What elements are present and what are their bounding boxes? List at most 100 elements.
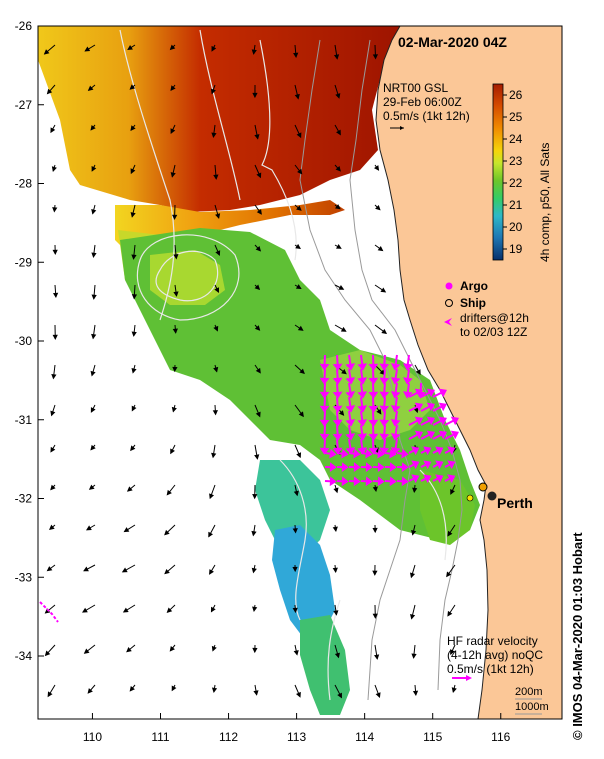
contour-line [259,39,297,261]
gsl-arrowhead [129,84,136,90]
hf-arrowhead [414,388,423,398]
hf-arrowhead [414,402,423,412]
gsl-arrowhead [211,132,217,138]
gsl-arrowhead [253,690,259,696]
gsl-arrowhead [297,325,304,331]
lon-tick-label: 112 [219,730,238,744]
gsl-arrowhead [83,648,90,654]
gsl-arrowhead [251,49,257,55]
hf-arrowhead [329,476,337,487]
hf-arrowhead [341,476,349,487]
isobath-200m [349,39,463,691]
hf-arrowhead [365,462,373,473]
lon-tick-label: 114 [355,730,374,744]
gsl-arrowhead [254,454,260,460]
hf-arrowhead [377,476,385,487]
gsl-arrowhead [256,209,262,215]
gsl-arrowhead [123,527,130,533]
hf-arrowhead [368,391,379,399]
gsl-arrowhead [335,93,341,99]
gsl-arrowhead [131,331,137,337]
gsl-arrowhead [374,654,380,660]
gsl-arrowhead [213,325,219,332]
legend-drifters2: to 02/03 12Z [460,325,527,339]
gsl-arrowhead [126,647,132,653]
hf-arrowhead [332,377,343,385]
sst-warm-north [38,26,400,212]
gsl-arrowhead [252,647,258,654]
symbol-legend: Argo Ship drifters@12h to 02/03 12Z [444,279,529,339]
gsl-arrowhead [447,530,453,537]
hf-arrowhead [390,377,401,385]
gsl-arrowhead [446,571,452,578]
hf-arrowhead [403,377,413,385]
gsl-arrowhead [296,691,301,698]
hf-arrowhead [438,430,447,440]
gsl-arrowhead [375,692,381,699]
gsl-arrowhead [296,132,302,139]
gsl-arrowhead [334,652,340,659]
hf-arrowhead [447,446,456,456]
gsl-arrowhead [415,369,421,376]
gsl-arrowhead [91,208,97,215]
legend-ship: Ship [460,296,486,310]
gsl-arrowhead [90,444,96,451]
gsl-arrowhead [337,692,342,699]
gsl-arrowhead [170,448,175,455]
gsl-arrowhead [381,328,388,335]
colorbar-ramp [492,83,504,261]
gsl-arrowhead [91,252,97,258]
hf-arrowhead [379,433,390,441]
gsl-arrowhead [335,166,341,172]
gsl-arrowhead [341,369,347,375]
gsl-arrowhead [299,368,305,375]
hf-arrowhead [379,405,390,413]
hf-arrowhead [368,405,379,413]
ship-marker-icon [445,299,453,307]
colorbar-ticks: 26 25 24 23 22 21 20 19 [503,88,523,256]
hf-arrowhead [401,462,409,473]
drifter-marker-icon [444,318,452,326]
hf-arrowhead [390,363,401,371]
gsl-arrowhead [251,530,257,537]
gsl-arrowhead [131,294,138,300]
colorbar-tick-label: 20 [509,220,523,234]
colorbar-tick-label: 19 [509,242,523,256]
gsl-arrowhead [130,212,136,218]
gsl-arrowhead [169,44,176,51]
hf-arrowhead [390,405,401,413]
hf-arrowhead [423,474,432,484]
hf-arrowhead [319,447,330,455]
colorbar-tick-label: 22 [509,176,523,190]
hf-arrowhead [403,363,413,371]
hf-arrowhead [357,391,368,399]
hf-arrowhead [319,391,330,399]
hf-arrowhead [332,363,343,371]
gsl-scale-arrowhead [400,126,404,130]
hf-arrowhead [345,377,356,385]
gsl-arrowhead [173,291,179,297]
hf-arrowhead [447,474,456,484]
hf-arrowhead [368,377,379,385]
hf-arrowhead [450,430,459,440]
land-western-australia [375,26,562,719]
hf-arrowhead [365,476,373,487]
hf-arrowhead [379,391,390,399]
hf-arrowhead [423,446,432,456]
gsl-arrowhead [131,405,137,412]
gsl-arrowhead [336,244,342,249]
gsl-arrowhead [211,45,217,52]
gsl-arrowhead [255,245,262,252]
hf-arrowhead [357,419,368,427]
gsl-arrowhead [43,49,50,55]
hf-arrowhead [357,377,368,385]
lon-tick-label: 116 [491,730,510,744]
gsl-arrowhead [50,410,56,417]
gsl-arrowhead [255,411,261,418]
gsl-arrowhead [295,243,301,249]
hf-arrowhead [357,433,368,441]
hf-arrowhead [368,433,379,441]
hf-arrowhead [435,460,444,470]
gsl-arrowhead [413,407,419,414]
gsl-arrowhead [294,93,300,100]
